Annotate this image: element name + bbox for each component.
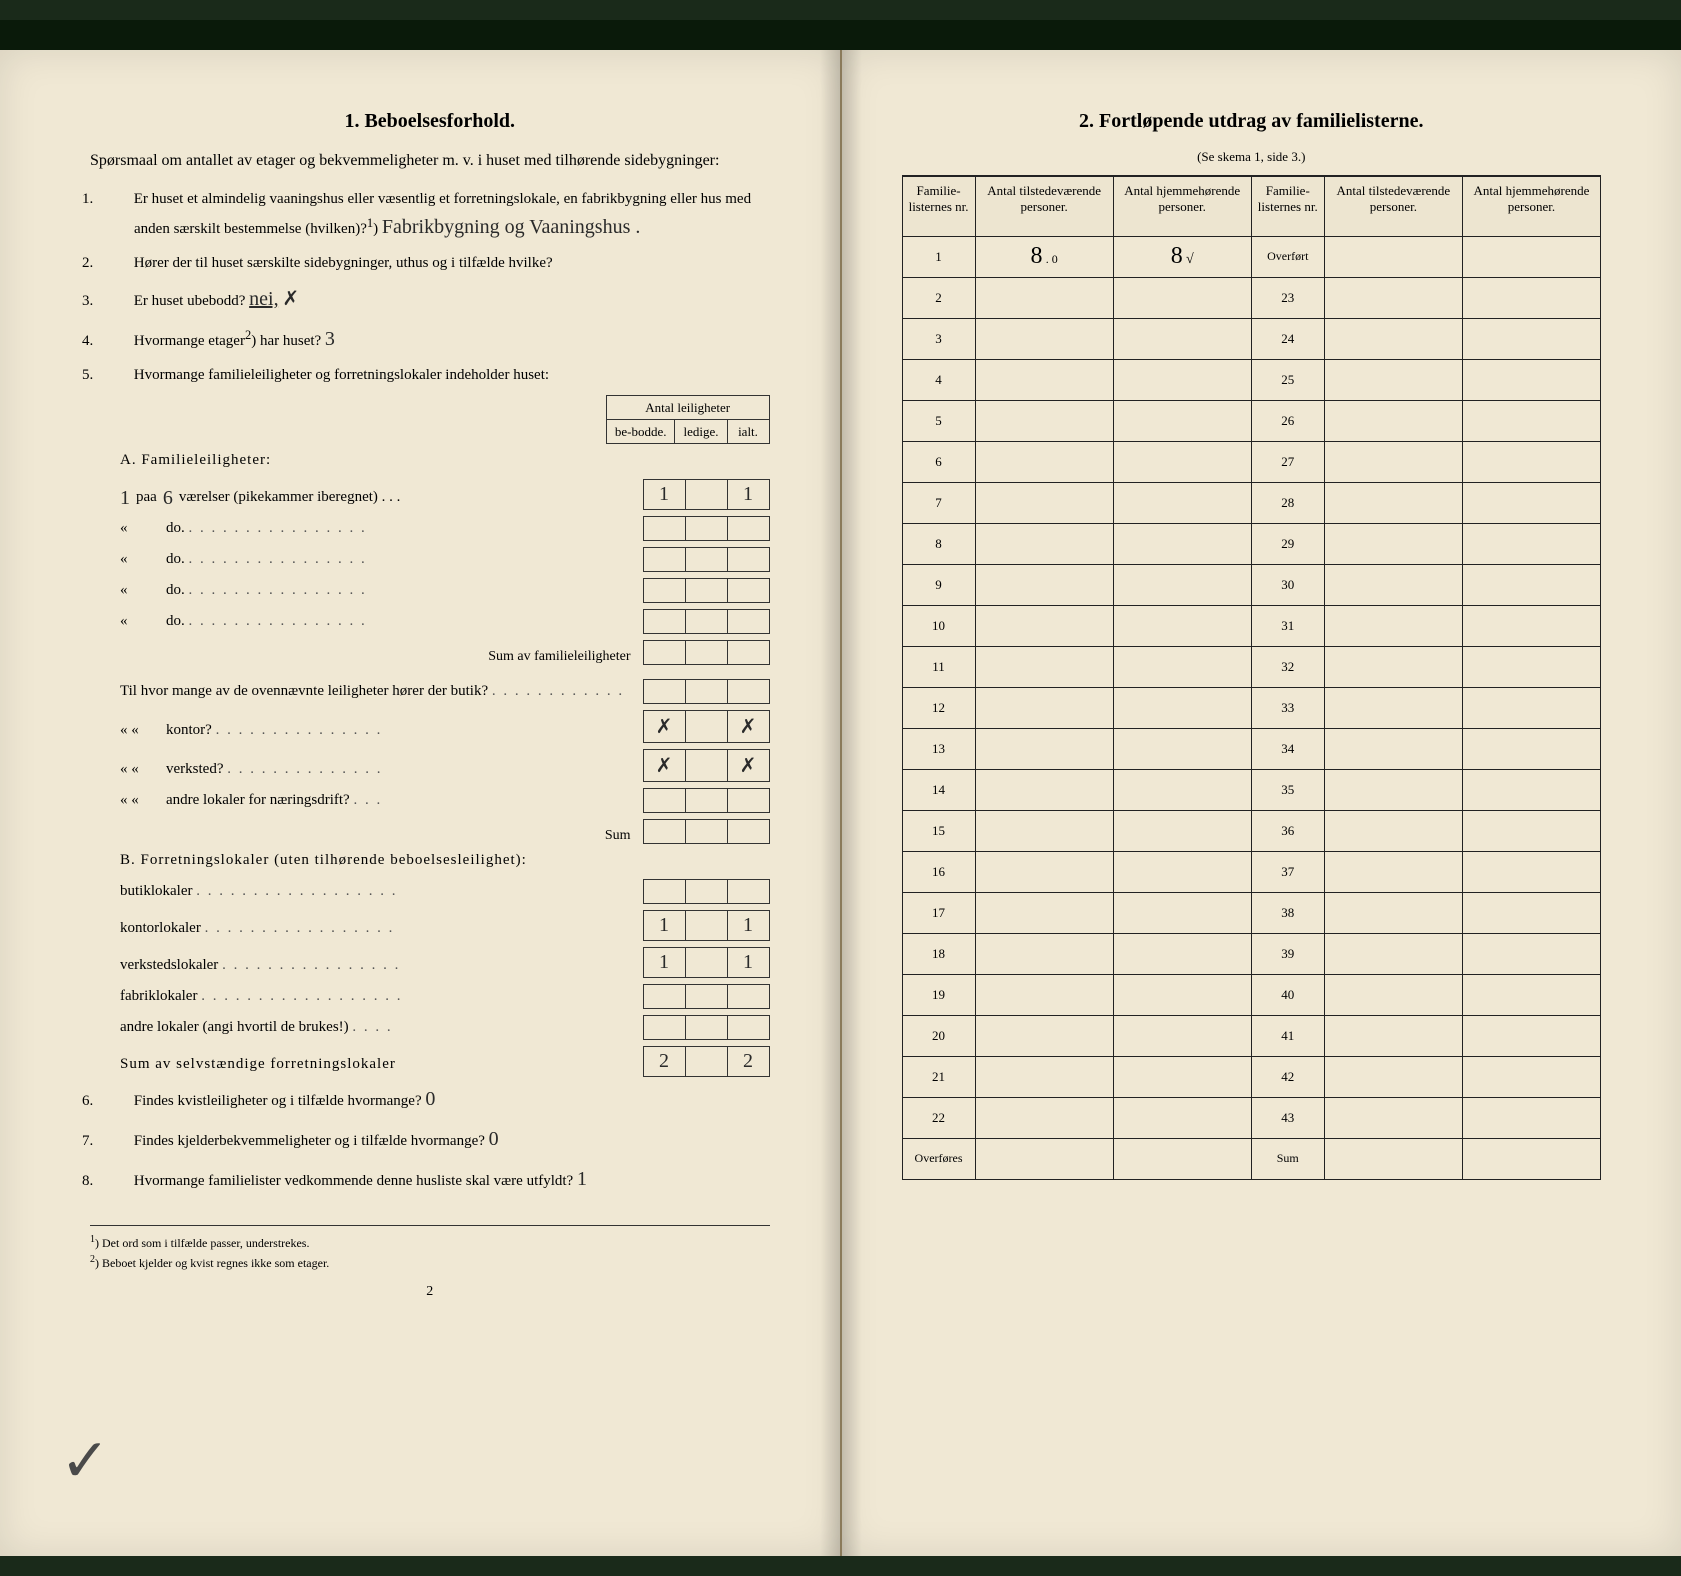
row-num: 31: [1251, 605, 1324, 646]
footnotes: 1) Det ord som i tilfælde passer, unders…: [90, 1225, 770, 1272]
row-num: 10: [902, 605, 975, 646]
q2: 2. Hører der til huset særskilte sidebyg…: [108, 251, 770, 275]
row-num: 29: [1251, 523, 1324, 564]
row-num: 26: [1251, 400, 1324, 441]
left-page: 1. Beboelsesforhold. Spørsmaal om antall…: [0, 50, 841, 1556]
a-row-do: « do. . . . . . . . . . . . . . . . .: [120, 541, 770, 572]
q1: 1. Er huset et almindelig vaaningshus el…: [108, 187, 770, 243]
a-row-do: « do. . . . . . . . . . . . . . . . .: [120, 603, 770, 634]
q4-handwriting: 3: [325, 328, 335, 350]
row-num: 22: [902, 1097, 975, 1138]
row-num: 12: [902, 687, 975, 728]
row-num: 20: [902, 1015, 975, 1056]
q3-handwriting: nei,: [249, 288, 278, 310]
section-a: A. Familieleiligheter: 1 paa 6 værelser …: [120, 452, 770, 665]
row-num: 8: [902, 523, 975, 564]
row-num: 36: [1251, 810, 1324, 851]
right-page: 2. Fortløpende utdrag av familielisterne…: [841, 50, 1681, 1556]
a-row-1: 1 paa 6 værelser (pikekammer iberegnet) …: [120, 473, 770, 510]
row-num: 41: [1251, 1015, 1324, 1056]
row-num: 37: [1251, 851, 1324, 892]
row-num: 28: [1251, 482, 1324, 523]
right-title: 2. Fortløpende utdrag av familielisterne…: [902, 110, 1602, 133]
row-num: 3: [902, 318, 975, 359]
row-num: 4: [902, 359, 975, 400]
check-mark: ✓: [60, 1426, 110, 1496]
row-num: 5: [902, 400, 975, 441]
row-num: 42: [1251, 1056, 1324, 1097]
row-num: 21: [902, 1056, 975, 1097]
row-num: 17: [902, 892, 975, 933]
row-num: 24: [1251, 318, 1324, 359]
row-num: 34: [1251, 728, 1324, 769]
row-num: 18: [902, 933, 975, 974]
mid-block: Til hvor mange av de ovennævnte leilighe…: [120, 673, 770, 844]
row-num: 43: [1251, 1097, 1324, 1138]
row-num: 35: [1251, 769, 1324, 810]
question-list: 1. Er huset et almindelig vaaningshus el…: [90, 187, 770, 387]
q8: 8. Hvormange familielister vedkommende d…: [108, 1163, 770, 1195]
q6: 6. Findes kvistleiligheter og i tilfælde…: [108, 1083, 770, 1115]
family-table: Familie-listernes nr. Antal tilstedevære…: [902, 175, 1602, 1180]
row-num: 13: [902, 728, 975, 769]
page-number: 2: [90, 1284, 770, 1300]
row-num: 15: [902, 810, 975, 851]
a-row-do: « do. . . . . . . . . . . . . . . . .: [120, 510, 770, 541]
intro-text: Spørsmaal om antallet av etager og bekve…: [90, 149, 770, 173]
sum-label: Sum: [1251, 1138, 1324, 1179]
row-num: 16: [902, 851, 975, 892]
right-subtitle: (Se skema 1, side 3.): [902, 149, 1602, 165]
section-b: B. Forretningslokaler (uten tilhørende b…: [120, 852, 770, 1077]
q1-handwriting: Fabrikbygning og Vaaningshus .: [382, 216, 641, 238]
row-num: 7: [902, 482, 975, 523]
row-num: 6: [902, 441, 975, 482]
row-num: 9: [902, 564, 975, 605]
row-num: 14: [902, 769, 975, 810]
a-row-do: « do. . . . . . . . . . . . . . . . .: [120, 572, 770, 603]
row-num: 25: [1251, 359, 1324, 400]
row-num: 30: [1251, 564, 1324, 605]
question-list-2: 6. Findes kvistleiligheter og i tilfælde…: [90, 1083, 770, 1195]
row-num: 38: [1251, 892, 1324, 933]
leiligheter-table: Antal leiligheter be-bodde. ledige. ialt…: [606, 395, 770, 444]
row-num: 33: [1251, 687, 1324, 728]
q4: 4. Hvormange etager2) har huset? 3: [108, 323, 770, 355]
row-num: 1: [902, 236, 975, 277]
row-num: 2: [902, 277, 975, 318]
overfores-label: Overføres: [902, 1138, 975, 1179]
row-num: 39: [1251, 933, 1324, 974]
q7: 7. Findes kjelderbekvemmeligheter og i t…: [108, 1123, 770, 1155]
row-num: 32: [1251, 646, 1324, 687]
a-sum: Sum av familieleiligheter: [120, 634, 770, 665]
row-num: 19: [902, 974, 975, 1015]
book-spread: 1. Beboelsesforhold. Spørsmaal om antall…: [0, 20, 1681, 1556]
row-num: 11: [902, 646, 975, 687]
left-title: 1. Beboelsesforhold.: [90, 110, 770, 133]
q5: 5. Hvormange familieleiligheter og forre…: [108, 363, 770, 387]
overfort-label: Overført: [1251, 236, 1324, 277]
row-num: 40: [1251, 974, 1324, 1015]
row-num: 23: [1251, 277, 1324, 318]
q3: 3. Er huset ubebodd? nei, ✗: [108, 283, 770, 315]
row-num: 27: [1251, 441, 1324, 482]
